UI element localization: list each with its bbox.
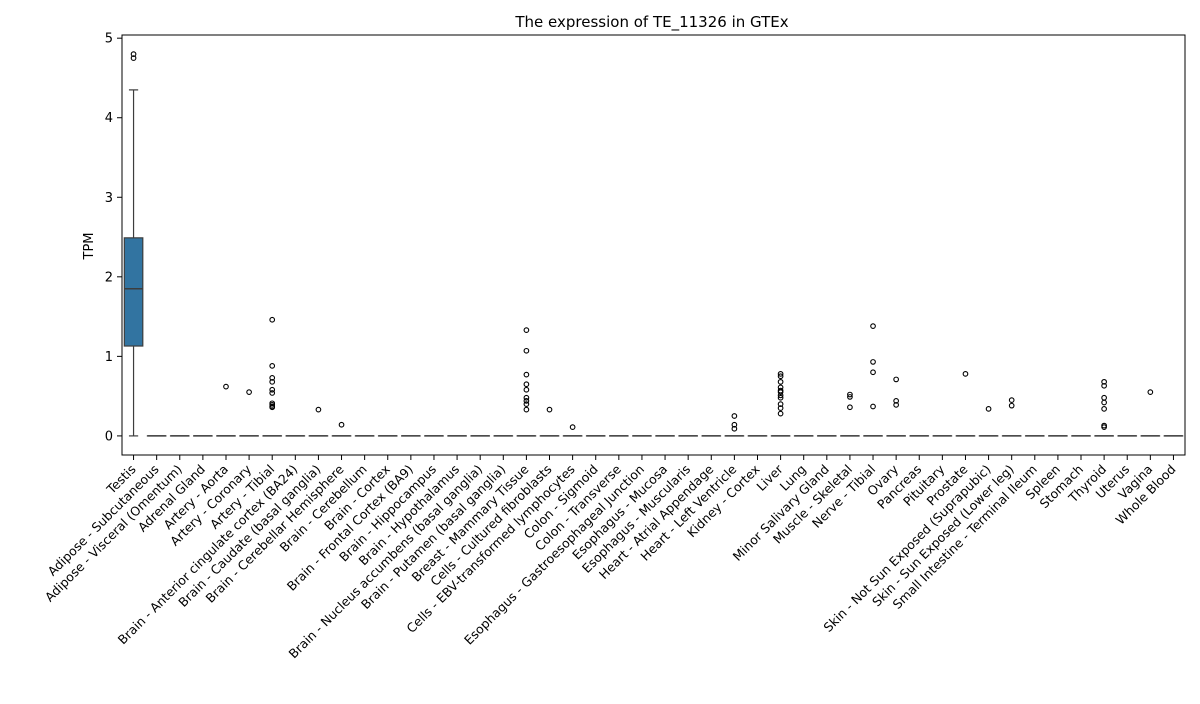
outlier-point: [778, 411, 783, 416]
box-group: [563, 425, 581, 436]
outlier-point: [871, 404, 876, 409]
outlier-point: [986, 407, 991, 412]
box-group: [540, 407, 558, 436]
box-group: [979, 407, 997, 436]
outlier-point: [316, 407, 321, 412]
outlier-point: [270, 364, 275, 369]
box-group: [217, 384, 235, 436]
outlier-point: [732, 414, 737, 419]
box-group: [1002, 398, 1020, 436]
outlier-point: [1102, 395, 1107, 400]
outlier-point: [848, 405, 853, 410]
y-tick-label: 2: [105, 270, 113, 285]
outlier-point: [570, 425, 575, 430]
box: [124, 238, 142, 346]
outlier-point: [270, 317, 275, 322]
outlier-point: [524, 328, 529, 333]
outlier-point: [524, 348, 529, 353]
box-group: [1141, 390, 1159, 436]
box-group: [309, 407, 327, 436]
outlier-point: [778, 380, 783, 385]
outlier-point: [524, 387, 529, 392]
box-group: [263, 317, 281, 435]
outlier-point: [524, 382, 529, 387]
outlier-point: [1102, 400, 1107, 405]
y-tick-label: 1: [105, 350, 113, 365]
outlier-point: [1009, 403, 1014, 408]
outlier-point: [524, 372, 529, 377]
outlier-point: [524, 402, 529, 407]
box-group: [517, 328, 535, 436]
plot-area: [124, 52, 1182, 436]
outlier-point: [547, 407, 552, 412]
box-group: [887, 377, 905, 436]
outlier-point: [1009, 398, 1014, 403]
box-group: [1095, 380, 1113, 436]
box-group: [841, 392, 859, 436]
outlier-point: [963, 372, 968, 377]
outlier-point: [894, 377, 899, 382]
box-group: [956, 372, 974, 436]
box-group: [332, 422, 350, 435]
plot-frame: [122, 35, 1185, 455]
y-tick-label: 0: [105, 429, 113, 444]
outlier-point: [871, 370, 876, 375]
outlier-point: [224, 384, 229, 389]
outlier-point: [871, 360, 876, 365]
box-group: [771, 372, 789, 436]
outlier-point: [339, 422, 344, 427]
y-tick-label: 4: [105, 111, 113, 126]
chart-title: The expression of TE_11326 in GTEx: [514, 13, 788, 32]
box-group: [864, 324, 882, 436]
box-group: [240, 390, 258, 436]
y-axis: 0 1 2 3 4 5: [105, 32, 122, 445]
outlier-point: [1148, 390, 1153, 395]
outlier-point: [247, 390, 252, 395]
box-group: [725, 414, 743, 436]
outlier-point: [1102, 407, 1107, 412]
outlier-point: [270, 391, 275, 396]
y-tick-label: 3: [105, 191, 113, 206]
box-group: [124, 52, 142, 436]
outlier-point: [524, 407, 529, 412]
outlier-point: [871, 324, 876, 329]
y-tick-label: 5: [105, 32, 113, 47]
y-axis-label: TPM: [82, 233, 97, 261]
